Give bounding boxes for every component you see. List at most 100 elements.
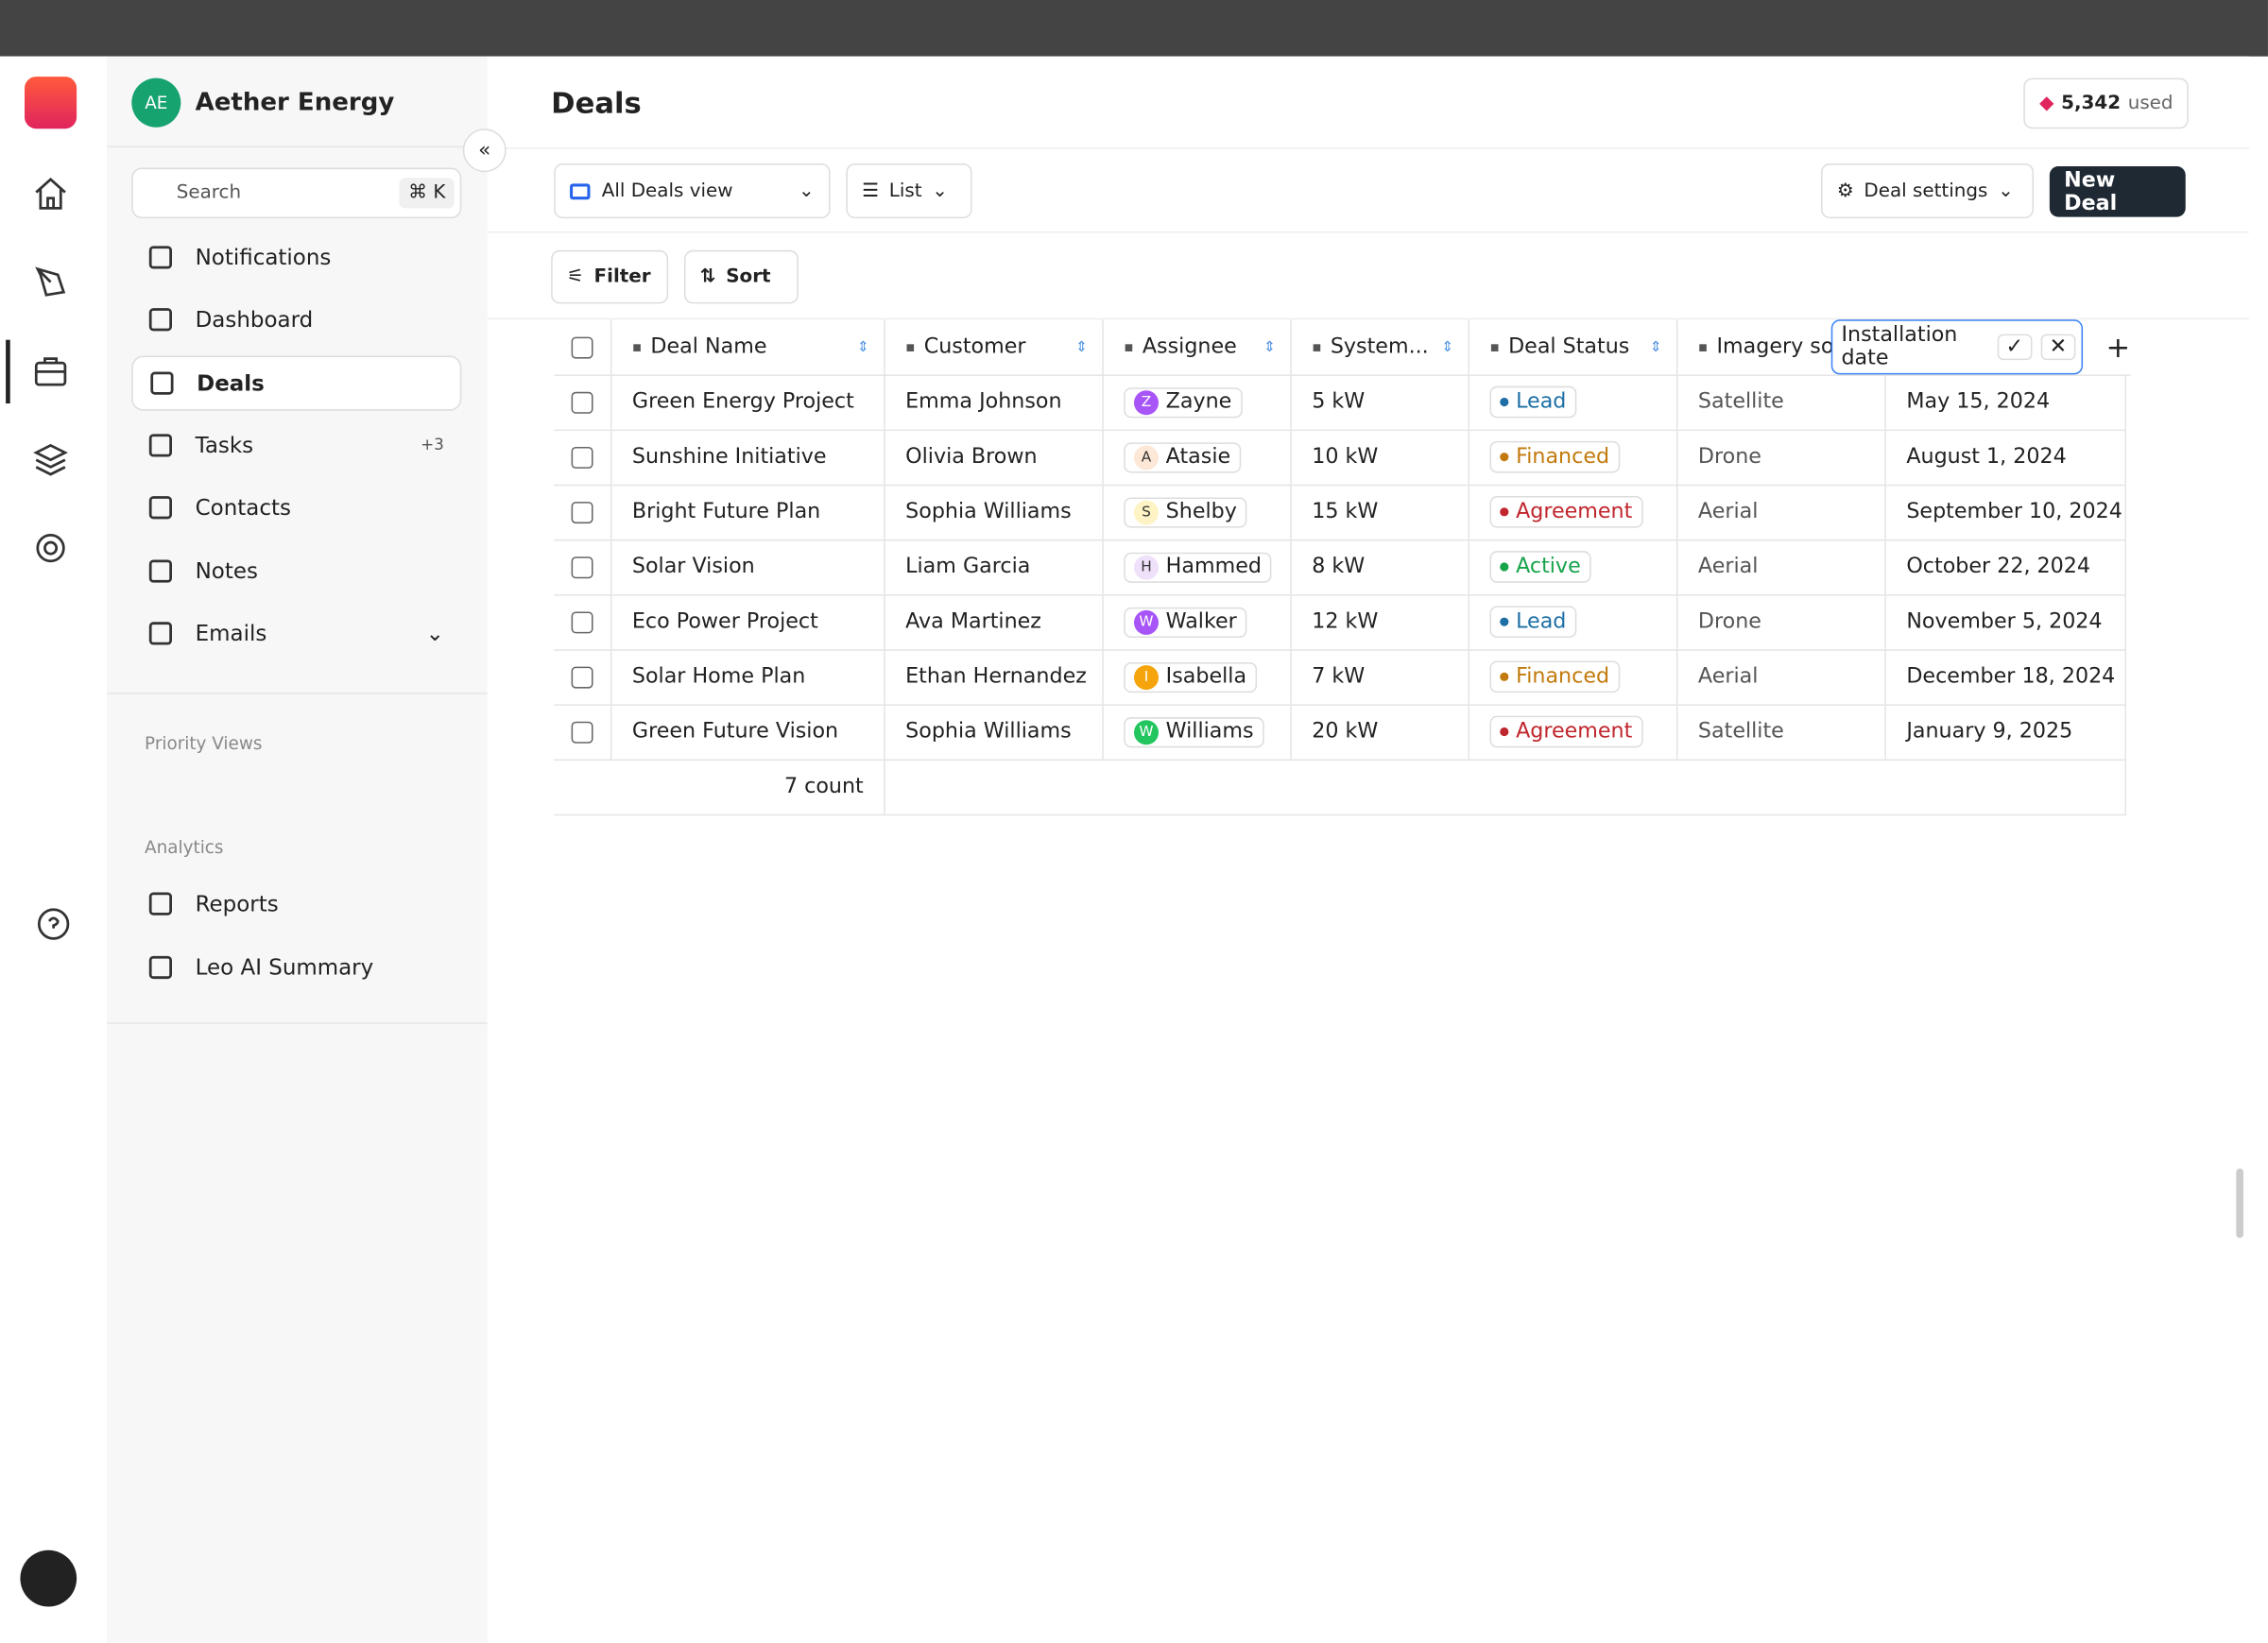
usage-suffix: used xyxy=(2127,92,2174,114)
chevron: ⌄ xyxy=(932,180,948,202)
cell: Sophia Williams xyxy=(885,704,1104,760)
nav-icon xyxy=(148,892,172,916)
checkbox[interactable] xyxy=(571,665,593,688)
new-deal-button[interactable]: New Deal xyxy=(2049,166,2186,217)
checkbox[interactable] xyxy=(571,335,593,358)
nav-item[interactable]: Leo AI Summary xyxy=(131,939,461,994)
assignee-avatar: I xyxy=(1133,664,1160,690)
cell: Sophia Williams xyxy=(885,484,1104,539)
cell: 10 kW xyxy=(1292,429,1470,485)
checkbox[interactable] xyxy=(571,556,593,578)
status-label: Financed xyxy=(1516,445,1610,469)
nav-item[interactable]: Deals xyxy=(131,354,462,411)
cancel-button[interactable]: ✕ xyxy=(2040,334,2076,361)
cell: Aerial xyxy=(1677,539,1886,595)
column-header[interactable]: ▪ Imagery so xyxy=(1677,319,1886,375)
help-icon[interactable] xyxy=(35,907,73,945)
column-label: Imagery so xyxy=(1716,335,1834,359)
layout-select[interactable]: ☰ List ⌄ xyxy=(846,163,972,219)
workspace-name[interactable]: Aether Energy xyxy=(195,88,395,117)
chat-button[interactable] xyxy=(20,1549,77,1607)
column-header[interactable]: ▪ Deal Status ⇕ xyxy=(1469,319,1678,375)
status-dot xyxy=(1500,453,1509,462)
system-size: 15 kW xyxy=(1312,500,1379,524)
system-size: 10 kW xyxy=(1312,445,1379,469)
status-label: Lead xyxy=(1516,609,1567,634)
nav-item[interactable]: Tasks +3 xyxy=(131,418,461,472)
view-label: All Deals view xyxy=(601,180,733,202)
list-icon: ☰ xyxy=(862,180,880,202)
status-dot xyxy=(1500,507,1509,517)
assignee-avatar: Z xyxy=(1133,389,1160,415)
cell: Agreement xyxy=(1469,704,1678,760)
checkbox[interactable] xyxy=(571,391,593,413)
new-column-input[interactable]: Installation date xyxy=(1841,323,1958,370)
nav-item[interactable]: Notifications xyxy=(131,230,461,284)
deal-name: Bright Future Plan xyxy=(631,500,821,524)
pen-icon[interactable] xyxy=(32,264,70,301)
column-header[interactable]: ▪ Deal Name ⇕ xyxy=(611,319,885,375)
nav-item[interactable]: Contacts xyxy=(131,480,461,535)
footer-row: 7 count xyxy=(554,759,2126,816)
chevron: ⌄ xyxy=(1998,180,2014,202)
assignee-name: Williams xyxy=(1165,720,1254,744)
cell: W Walker xyxy=(1104,594,1292,650)
collapse-button[interactable]: « xyxy=(462,128,507,173)
system-size: 7 kW xyxy=(1312,665,1366,689)
settings-icon[interactable] xyxy=(32,529,70,567)
column-label: Deal Name xyxy=(650,335,767,359)
checkbox-cell xyxy=(554,319,612,375)
sort-arrows: ⇕ xyxy=(857,338,869,355)
assignee-name: Atasie xyxy=(1165,445,1231,469)
installation-date: October 22, 2024 xyxy=(1906,555,2091,579)
row-count: 7 count xyxy=(783,775,864,798)
cell: Lead xyxy=(1469,594,1678,650)
section-title: Analytics xyxy=(145,837,224,858)
view-select[interactable]: All Deals view ⌄ xyxy=(554,163,831,219)
checkbox-cell xyxy=(554,429,612,485)
checkbox[interactable] xyxy=(571,446,593,469)
cell: 5 kW xyxy=(1292,374,1470,430)
checkbox-cell xyxy=(554,539,612,595)
column-header[interactable]: ▪ System... ⇕ xyxy=(1292,319,1470,375)
cell: Drone xyxy=(1677,594,1886,650)
table-row: Solar Home Plan Ethan Hernandez I Isabella 7… xyxy=(554,649,2126,706)
app-logo[interactable] xyxy=(25,77,77,129)
column-header[interactable]: ▪ Customer ⇕ xyxy=(885,319,1104,375)
cell: 12 kW xyxy=(1292,594,1470,650)
deal-settings[interactable]: ⚙ Deal settings ⌄ xyxy=(1821,163,2035,219)
usage-badge[interactable]: ◆ 5,342 used xyxy=(2023,77,2190,129)
assignee-avatar: H xyxy=(1133,554,1160,580)
nav-item[interactable]: Emails ⌄ xyxy=(131,606,461,660)
add-column-button[interactable]: + xyxy=(2105,329,2131,365)
system-size: 20 kW xyxy=(1312,720,1379,744)
filter-button[interactable]: ⚟ Filter xyxy=(551,249,669,304)
checkbox[interactable] xyxy=(571,721,593,743)
nav-item[interactable]: Notes xyxy=(131,543,461,598)
sort-arrows: ⇕ xyxy=(1649,338,1662,355)
assignee-avatar: S xyxy=(1133,499,1160,524)
checkbox-cell xyxy=(554,484,612,539)
confirm-button[interactable]: ✓ xyxy=(1997,334,2033,361)
expand-chevron: ⌄ xyxy=(425,620,444,646)
cell: Satellite xyxy=(1677,374,1886,430)
column-label: Assignee xyxy=(1142,335,1237,359)
assignee-avatar: W xyxy=(1133,719,1160,744)
checkbox[interactable] xyxy=(571,501,593,523)
checkbox[interactable] xyxy=(571,610,593,633)
gear-icon: ⚙ xyxy=(1836,180,1854,202)
column-header[interactable]: ▪ Assignee ⇕ xyxy=(1104,319,1292,375)
assignee-pill: Z Zayne xyxy=(1124,386,1243,418)
deals-icon[interactable] xyxy=(32,352,70,390)
home-icon[interactable] xyxy=(32,175,70,213)
imagery-source: Satellite xyxy=(1697,390,1784,414)
sort-button[interactable]: ⇅ Sort xyxy=(683,249,799,304)
layers-icon[interactable] xyxy=(32,441,70,479)
search-box[interactable]: Search ⌘ K xyxy=(131,167,462,219)
cell: 8 kW xyxy=(1292,539,1470,595)
nav-item[interactable]: Dashboard xyxy=(131,293,461,348)
nav-item[interactable]: Reports xyxy=(131,877,461,932)
column-label: System... xyxy=(1330,335,1429,359)
nav-icon xyxy=(148,955,172,979)
status-pill: Financed xyxy=(1489,660,1620,693)
